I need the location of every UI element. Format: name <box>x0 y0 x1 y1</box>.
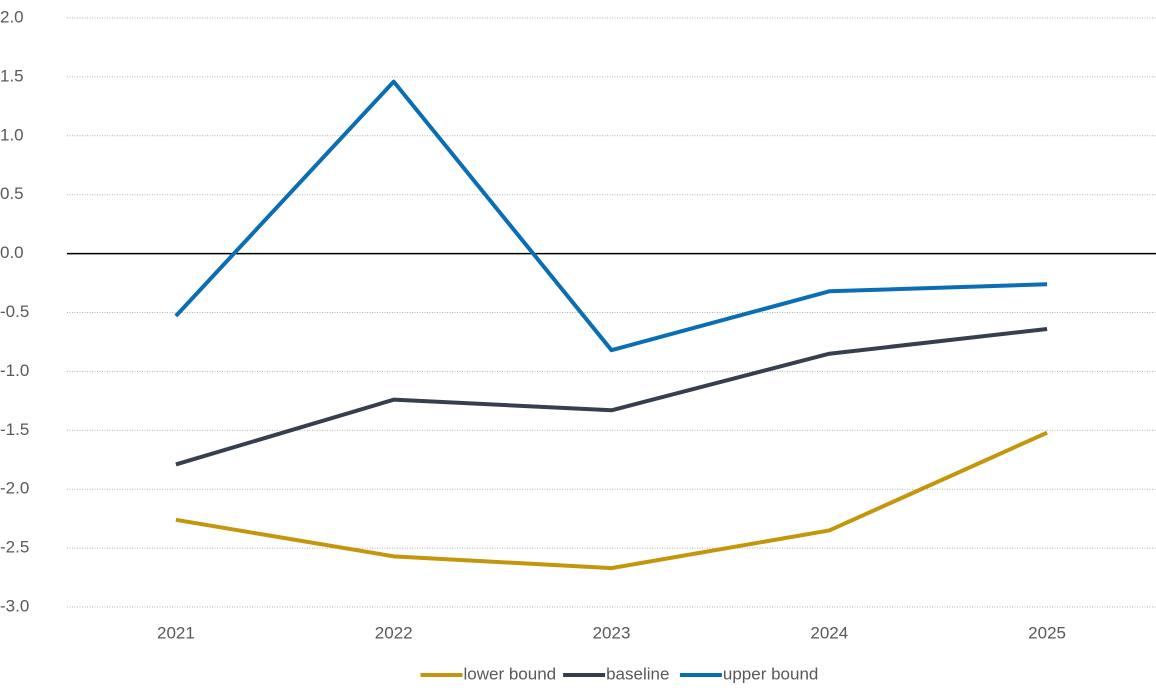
y-tick-label: 1.5 <box>0 66 24 85</box>
y-tick-label: -1.5 <box>0 420 29 439</box>
legend-label: baseline <box>606 664 669 683</box>
legend-label: lower bound <box>464 664 557 683</box>
x-tick-label: 2024 <box>810 623 848 642</box>
y-tick-label: -0.5 <box>0 302 29 321</box>
series-line <box>175 430 1048 571</box>
y-tick-label: -3.0 <box>0 596 29 615</box>
series-line <box>175 327 1048 467</box>
y-tick-label: -2.0 <box>0 479 29 498</box>
x-tick-label: 2022 <box>375 623 413 642</box>
x-tick-label: 2025 <box>1028 623 1066 642</box>
y-tick-label: -1.0 <box>0 361 29 380</box>
x-tick-label: 2023 <box>593 623 631 642</box>
y-tick-label: 2.0 <box>0 7 24 26</box>
y-tick-label: -2.5 <box>0 538 29 557</box>
y-tick-label: 0.5 <box>0 184 24 203</box>
legend-label: upper bound <box>723 664 818 683</box>
y-tick-label: 0.0 <box>0 243 24 262</box>
y-tick-label: 1.0 <box>0 125 24 144</box>
series-line <box>174 79 1048 353</box>
x-tick-label: 2021 <box>157 623 195 642</box>
